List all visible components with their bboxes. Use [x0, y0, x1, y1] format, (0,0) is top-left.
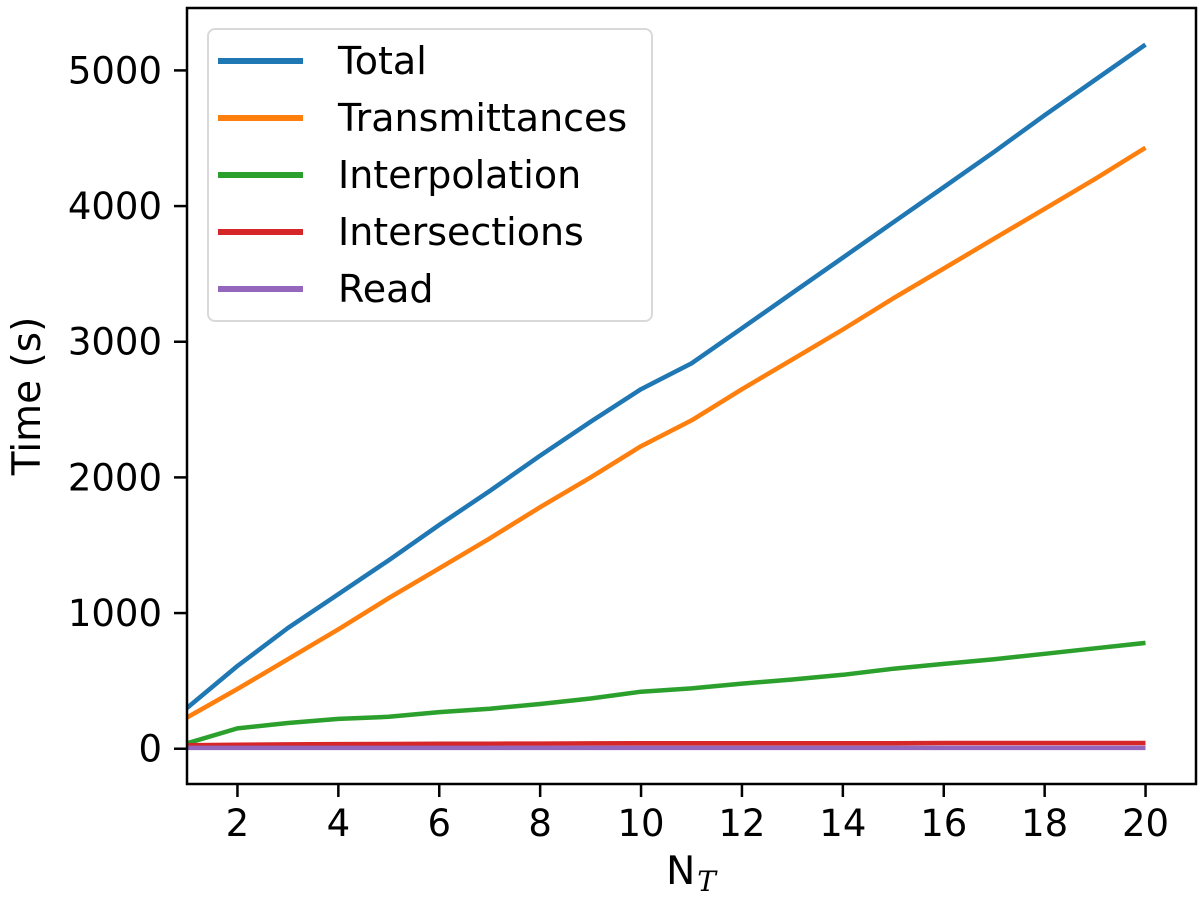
line-series-total	[185, 42, 1147, 710]
legend-label: Transmittances	[338, 96, 628, 140]
x-tick-label: 12	[718, 802, 765, 845]
legend-entry: Total	[218, 38, 641, 84]
x-tick-label: 18	[1021, 802, 1068, 845]
line-series-intersections	[186, 740, 1146, 748]
x-axis-title-subscript: T	[697, 865, 716, 898]
x-tick-label: 4	[327, 802, 351, 845]
x-tick-label: 16	[920, 802, 967, 845]
legend-line-swatch	[218, 172, 303, 178]
legend-label: Total	[338, 39, 427, 83]
legend-label: Interpolation	[338, 153, 582, 197]
y-tick-label: 1000	[68, 592, 162, 635]
legend-line-swatch	[218, 286, 303, 292]
y-tick-label: 0	[138, 728, 162, 771]
y-tick-label: 5000	[68, 49, 162, 92]
line-series-transmittances	[185, 145, 1147, 720]
x-tick-label: 2	[226, 802, 250, 845]
legend-entry: Intersections	[218, 209, 641, 255]
y-tick-label: 4000	[68, 185, 162, 228]
x-tick-label: 20	[1122, 802, 1169, 845]
legend-entry: Interpolation	[218, 152, 641, 198]
legend-label: Intersections	[338, 210, 584, 254]
y-axis-title: Time (s)	[5, 316, 50, 476]
x-axis-title: NT	[491, 849, 891, 901]
legend-line-swatch	[218, 58, 303, 64]
legend: Total Transmittances Interpolation Intersec…	[207, 28, 653, 322]
line-series-interpolation	[186, 640, 1146, 746]
x-tick-label: 14	[819, 802, 866, 845]
legend-label: Read	[338, 267, 434, 311]
x-tick-label: 10	[618, 802, 665, 845]
legend-entry: Transmittances	[218, 95, 641, 141]
x-axis-title-base: N	[666, 849, 696, 894]
y-tick-label: 2000	[68, 456, 162, 499]
x-tick-label: 8	[528, 802, 552, 845]
legend-line-swatch	[218, 115, 303, 121]
y-tick-label: 3000	[68, 321, 162, 364]
axes-frame	[185, 6, 1198, 786]
legend-line-swatch	[218, 229, 303, 235]
x-tick-label: 6	[427, 802, 451, 845]
legend-entry: Read	[218, 266, 641, 312]
